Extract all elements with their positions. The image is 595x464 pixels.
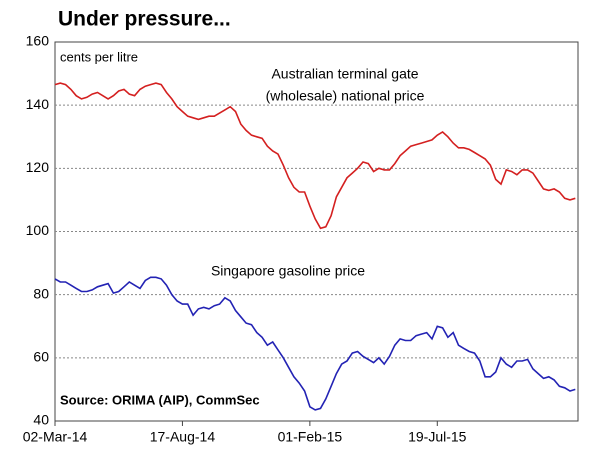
y-tick-label: 160 bbox=[26, 33, 50, 49]
x-tick-label: 01-Feb-15 bbox=[278, 429, 343, 445]
x-tick-label: 02-Mar-14 bbox=[23, 429, 88, 445]
series-label: Singapore gasoline price bbox=[211, 263, 365, 279]
x-tick-label: 19-Jul-15 bbox=[408, 429, 467, 445]
y-tick-label: 120 bbox=[26, 159, 50, 175]
series-label: (wholesale) national price bbox=[266, 88, 425, 104]
series-label: Australian terminal gate bbox=[271, 66, 418, 82]
x-tick-label: 17-Aug-14 bbox=[150, 429, 216, 445]
y-tick-label: 100 bbox=[26, 222, 50, 238]
y-tick-label: 140 bbox=[26, 96, 50, 112]
chart-title: Under pressure... bbox=[58, 8, 231, 31]
unit-label: cents per litre bbox=[60, 49, 138, 64]
y-tick-label: 40 bbox=[33, 412, 49, 428]
y-tick-label: 60 bbox=[33, 349, 49, 365]
y-tick-label: 80 bbox=[33, 285, 49, 301]
series-line bbox=[54, 82, 576, 230]
source-note: Source: ORIMA (AIP), CommSec bbox=[60, 392, 260, 407]
series-line bbox=[54, 276, 576, 411]
